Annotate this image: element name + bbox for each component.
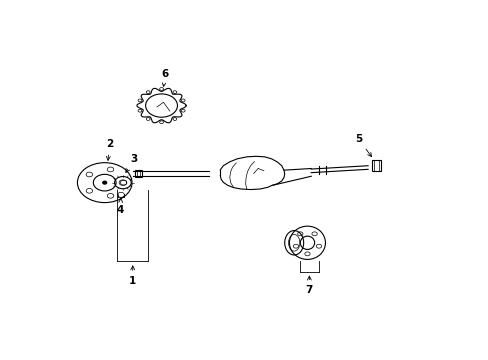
- Text: 6: 6: [162, 69, 169, 86]
- Text: 3: 3: [125, 154, 137, 172]
- Circle shape: [102, 181, 106, 184]
- Text: 4: 4: [116, 198, 123, 215]
- Text: 1: 1: [129, 266, 136, 286]
- Bar: [371, 160, 381, 171]
- Text: 2: 2: [105, 139, 113, 160]
- Text: 7: 7: [305, 276, 312, 295]
- Bar: [135, 170, 142, 177]
- Text: 5: 5: [354, 134, 371, 157]
